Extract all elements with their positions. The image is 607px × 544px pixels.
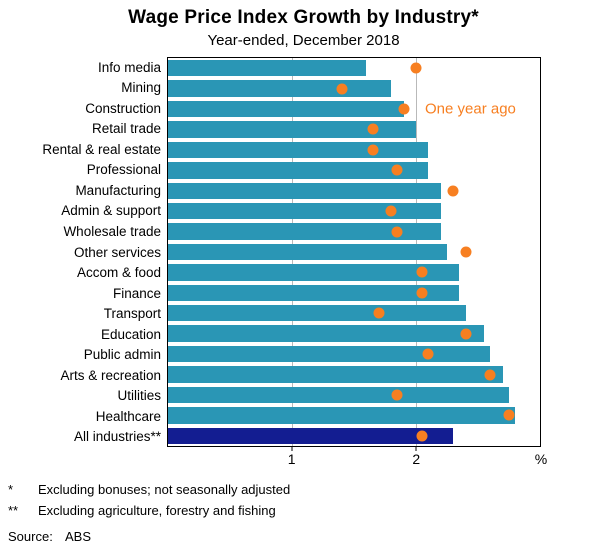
wage-growth-bar (168, 121, 416, 138)
y-axis-label: Info media (97, 59, 161, 75)
y-axis-label: Education (100, 326, 161, 342)
y-axis-label: All industries** (73, 429, 161, 445)
footnotes: * Excluding bonuses; not seasonally adju… (0, 479, 607, 544)
wage-growth-bar (168, 345, 491, 363)
bar-rows: One year ago (168, 58, 540, 446)
footnote-text: Excluding agriculture, forestry and fish… (38, 503, 276, 518)
x-tick-mark (415, 447, 417, 451)
wage-growth-bar (168, 284, 460, 302)
y-axis-label: Wholesale trade (63, 224, 161, 240)
wage-growth-bar (168, 202, 441, 220)
chart-title: Wage Price Index Growth by Industry* (128, 7, 479, 28)
y-axis-label: Professional (86, 162, 161, 178)
wage-growth-bar (168, 407, 516, 424)
chart-row: One year ago (168, 99, 540, 119)
one-year-ago-dot (410, 62, 422, 74)
y-axis-labels: Info media Mining Construction Retail trade… (0, 57, 167, 447)
plot-area: One year ago (167, 57, 541, 447)
y-axis-label: Admin & support (61, 203, 161, 219)
y-axis-label: Rental & real estate (42, 141, 161, 157)
wage-growth-bar (168, 223, 441, 240)
x-tick-label: 2 (412, 451, 421, 467)
chart-row (168, 262, 540, 282)
one-year-ago-dot (416, 287, 428, 299)
wage-growth-bar (168, 60, 367, 77)
one-year-ago-dot (416, 266, 428, 278)
chart-row (168, 242, 540, 262)
footnote-marker: * (8, 482, 14, 497)
chart-row (168, 303, 540, 323)
wage-growth-bar (168, 386, 509, 404)
footnote-row: ** Excluding agriculture, forestry and f… (0, 500, 607, 521)
y-axis-label: Arts & recreation (60, 367, 161, 383)
y-axis-label: Accom & food (76, 265, 161, 281)
x-tick-label: 1 (287, 451, 296, 467)
one-year-ago-dot (447, 185, 459, 197)
y-axis-label: Construction (85, 100, 161, 116)
y-axis-label: Transport (103, 306, 161, 322)
wage-growth-bar (168, 141, 429, 159)
wage-growth-bar (168, 305, 466, 322)
wage-growth-bar (168, 243, 447, 261)
one-year-ago-dot (460, 328, 472, 340)
chart-row (168, 323, 540, 343)
y-axis-label: Mining (121, 80, 161, 96)
wage-growth-bar (168, 325, 485, 342)
y-axis-label: Utilities (117, 388, 161, 404)
chart-row (168, 344, 540, 364)
chart-row (168, 58, 540, 78)
footnote-text: Excluding bonuses; not seasonally adjust… (38, 482, 291, 497)
source-label: Source: (8, 529, 53, 544)
chart-row (168, 405, 540, 425)
one-year-ago-dot (484, 369, 496, 381)
y-axis-label: Manufacturing (75, 182, 161, 198)
wage-growth-bar (168, 366, 503, 383)
one-year-ago-dot (385, 205, 397, 217)
one-year-ago-dot (336, 83, 348, 95)
wage-growth-bar (168, 427, 454, 445)
footnote-row: * Excluding bonuses; not seasonally adju… (0, 479, 607, 500)
one-year-ago-dot (373, 307, 385, 319)
one-year-ago-dot (367, 144, 379, 156)
chart-row (168, 201, 540, 221)
x-axis-unit-label: % (534, 451, 548, 467)
chart-row (168, 364, 540, 384)
chart-row (168, 181, 540, 201)
source-value: ABS (65, 529, 92, 544)
y-axis-label: Retail trade (91, 121, 161, 137)
wpi-chart-page: { "chart_data": { "type": "bar", "orient… (0, 7, 607, 544)
chart-row (168, 283, 540, 303)
y-axis-label: Healthcare (95, 408, 161, 424)
chart-row (168, 160, 540, 180)
chart: Info media Mining Construction Retail trade… (0, 57, 607, 447)
one-year-ago-dot (416, 430, 428, 442)
wage-growth-bar (168, 100, 404, 118)
y-axis-label: Public admin (83, 347, 161, 363)
chart-row (168, 426, 540, 446)
wage-growth-bar (168, 264, 460, 281)
chart-subtitle: Year-ended, December 2018 (207, 32, 400, 49)
x-axis: 1 2% (167, 447, 547, 471)
one-year-ago-dot (391, 164, 403, 176)
chart-row (168, 119, 540, 139)
chart-row (168, 140, 540, 160)
one-year-ago-dot (460, 246, 472, 258)
wage-growth-bar (168, 162, 429, 179)
footnote-marker: ** (8, 503, 19, 518)
x-tick-mark (291, 447, 293, 451)
one-year-ago-dot (391, 389, 403, 401)
chart-row (168, 385, 540, 405)
y-axis-label: Other services (73, 244, 161, 260)
one-year-ago-dot (391, 226, 403, 238)
chart-row (168, 221, 540, 241)
one-year-ago-dot (503, 409, 515, 421)
chart-row (168, 78, 540, 98)
y-axis-label: Finance (112, 285, 161, 301)
wage-growth-bar (168, 182, 441, 199)
one-year-ago-dot (398, 103, 410, 115)
one-year-ago-dot (422, 348, 434, 360)
one-year-ago-dot (367, 123, 379, 135)
wage-growth-bar (168, 80, 392, 97)
one-year-ago-annotation: One year ago (425, 100, 516, 118)
